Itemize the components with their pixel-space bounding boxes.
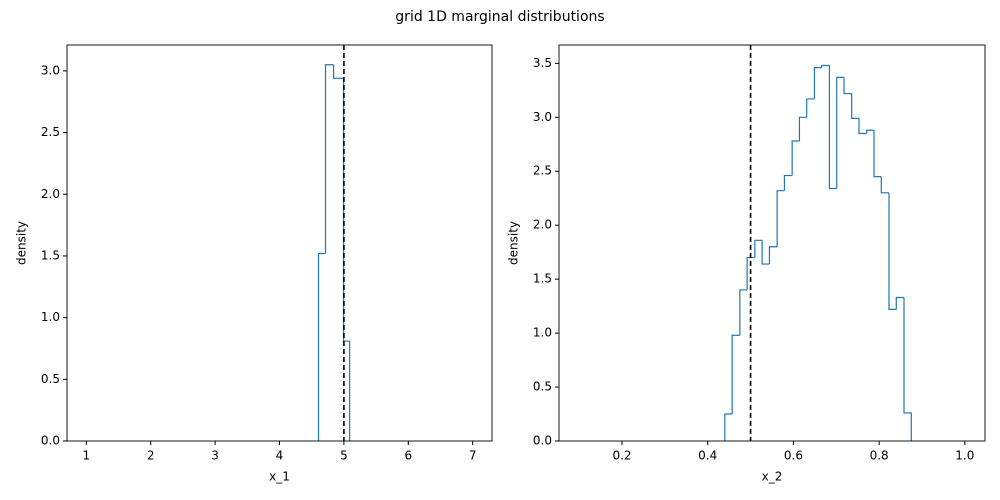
x-tick-label: 2 — [147, 449, 155, 463]
y-tick-label: 3.0 — [533, 110, 552, 124]
histogram-bin — [873, 130, 882, 178]
histogram-bin — [324, 64, 334, 254]
y-tick-label: 2.0 — [41, 187, 60, 201]
histogram-bin — [746, 256, 755, 290]
histogram-bin — [858, 118, 867, 135]
x-tick-label: 3 — [211, 449, 219, 463]
y-axis-label: density — [507, 221, 521, 265]
x-tick-label: 0.2 — [612, 449, 631, 463]
histogram-bin — [866, 129, 874, 134]
histogram-bin — [791, 140, 800, 176]
histogram-bin — [880, 176, 889, 194]
histogram-bin — [903, 297, 912, 441]
axes-frame — [66, 44, 493, 442]
histogram-bin — [724, 413, 733, 441]
y-tick-label: 0.5 — [533, 380, 552, 394]
histogram-bin — [332, 64, 344, 79]
y-tick-label: 1.0 — [533, 326, 552, 340]
histogram-bin — [761, 240, 770, 265]
x-axis-label: x_2 — [762, 470, 783, 484]
histogram-bin — [768, 246, 778, 265]
y-tick-label: 2.5 — [533, 164, 552, 178]
y-tick-label: 3.0 — [41, 63, 60, 77]
histogram-bin — [783, 174, 793, 191]
histogram-bin — [806, 98, 815, 118]
histogram-bin — [798, 116, 807, 142]
y-tick-label: 0.0 — [41, 434, 60, 448]
x-tick-label: 5 — [340, 449, 348, 463]
x-tick-label: 6 — [404, 449, 412, 463]
x-tick-label: 1 — [82, 449, 90, 463]
histogram-bin — [776, 190, 785, 247]
y-tick-label: 1.0 — [41, 310, 60, 324]
histogram-bin — [317, 252, 326, 441]
x-tick-label: 0.6 — [784, 449, 803, 463]
histogram-bin — [739, 289, 748, 336]
histogram-bin — [888, 192, 897, 310]
histogram-bin — [342, 78, 351, 441]
x-tick-label: 0.8 — [870, 449, 889, 463]
y-tick-label: 0.0 — [533, 434, 552, 448]
histogram-bin — [731, 334, 740, 415]
x-tick-label: 7 — [469, 449, 477, 463]
y-tick-label: 3.5 — [533, 56, 552, 70]
axes-frame — [558, 44, 986, 442]
histogram-bin — [754, 239, 763, 258]
y-tick-label: 2.0 — [533, 218, 552, 232]
x-tick-label: 1.0 — [955, 449, 974, 463]
y-tick-label: 0.5 — [41, 372, 60, 386]
y-tick-label: 2.5 — [41, 125, 60, 139]
x-tick-label: 0.4 — [698, 449, 717, 463]
figure-title: grid 1D marginal distributions — [395, 9, 604, 25]
x-axis-label: x_1 — [269, 470, 290, 484]
histogram-bin — [813, 67, 822, 99]
histogram-bin — [821, 64, 830, 68]
histogram-bin — [843, 77, 852, 95]
x-tick-label: 4 — [276, 449, 284, 463]
histogram-bin — [828, 65, 837, 190]
y-tick-label: 1.5 — [533, 272, 552, 286]
y-tick-label: 1.5 — [41, 248, 60, 262]
histogram-bin — [851, 93, 859, 119]
y-axis-label: density — [15, 221, 29, 265]
histogram-bin — [836, 76, 844, 189]
histogram-bin — [895, 296, 904, 310]
